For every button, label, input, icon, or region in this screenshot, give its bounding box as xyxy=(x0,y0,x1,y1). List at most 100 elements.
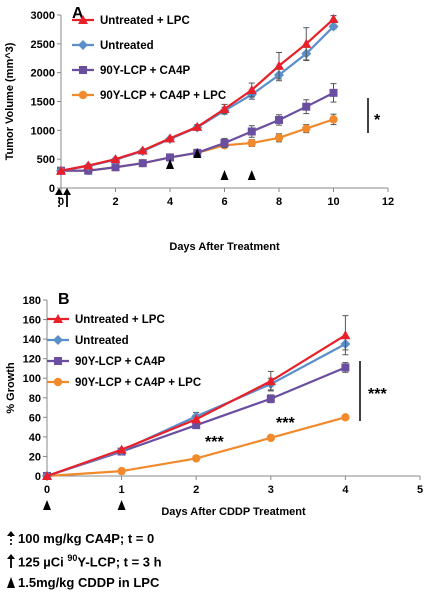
legend-label: 90Y-LCP + CA4P xyxy=(100,65,191,77)
legend-entry: Untreated xyxy=(72,40,154,52)
legend-marker xyxy=(53,335,63,345)
y-tick-label: 160 xyxy=(23,315,41,327)
arrow-up-icon xyxy=(4,554,18,569)
series-1 xyxy=(42,315,351,480)
panel-letter: A xyxy=(72,5,84,22)
data-point xyxy=(341,363,350,372)
y-tick-label: 3000 xyxy=(31,10,55,22)
x-tick-label: 12 xyxy=(382,196,394,208)
legend-label: 90Y-LCP + CA4P xyxy=(75,356,166,368)
x-tick-label: 10 xyxy=(327,196,339,208)
data-point xyxy=(111,163,120,172)
data-point xyxy=(166,153,174,162)
data-point xyxy=(219,103,230,113)
data-point xyxy=(110,154,121,164)
data-point xyxy=(116,444,127,454)
legend-entry: Untreated xyxy=(47,335,129,347)
triangle-up-icon xyxy=(117,500,126,510)
x-tick-label: 4 xyxy=(167,196,174,208)
data-point xyxy=(165,133,175,143)
data-point xyxy=(247,127,256,136)
legend-label: 90Y-LCP + CA4P + LPC xyxy=(75,377,201,389)
data-point xyxy=(274,60,284,70)
legend-label: Untreated + LPC xyxy=(75,314,165,326)
legend-entry: Untreated + LPC xyxy=(47,314,165,326)
footnote-ylcp-text-after: Y-LCP; t = 3 h xyxy=(77,554,162,570)
dotted-arrow-head xyxy=(55,188,63,195)
data-point xyxy=(247,138,256,148)
data-point xyxy=(340,330,351,340)
panel-b: 0 20 40 60 80 100 120 140 160 180 0 1 2 3 4 5 Days After… xyxy=(5,291,423,518)
footnote-ca4p-text: 100 mg/kg CA4P; t = 0 xyxy=(18,531,155,546)
footnote-ylcp: 125 µCi 90Y-LCP; t = 3 h xyxy=(4,553,162,569)
legend-label: Untreated xyxy=(100,40,154,52)
footnote-cddp-text: 1.5mg/kg CDDP in LPC xyxy=(18,575,160,590)
legend-entry: 90Y-LCP + CA4P xyxy=(47,356,166,368)
x-tick-label: 3 xyxy=(268,484,274,496)
legend-marker xyxy=(53,314,63,323)
data-point xyxy=(341,413,350,422)
x-tick-label: 6 xyxy=(221,196,227,208)
panel-letter: B xyxy=(58,291,70,308)
y-tick-label: 80 xyxy=(29,393,41,405)
footnote-ylcp-text-before: 125 µCi xyxy=(18,554,68,570)
data-point xyxy=(192,421,201,430)
significance-label: *** xyxy=(205,434,224,451)
data-point xyxy=(220,139,229,148)
data-point xyxy=(191,414,202,424)
data-point xyxy=(301,38,312,48)
x-axis-label: Days After CDDP Treatment xyxy=(161,506,306,518)
y-tick-label: 2500 xyxy=(31,39,55,51)
data-point xyxy=(274,133,284,143)
data-point xyxy=(266,433,275,443)
triangle-up-icon xyxy=(166,159,174,169)
x-tick-label: 1 xyxy=(119,484,125,496)
data-point xyxy=(329,115,338,124)
x-tick-label: 0 xyxy=(44,484,50,496)
legend-entry: 90Y-LCP + CA4P + LPC xyxy=(47,377,201,389)
y-axis-label: % Growth xyxy=(5,362,17,414)
x-tick-label: 2 xyxy=(193,484,199,496)
y-axis-label: Tumor Volume (mm^3) xyxy=(4,42,16,160)
legend-marker xyxy=(54,357,62,365)
data-point xyxy=(83,160,94,170)
data-point xyxy=(266,394,275,403)
triangle-up-icon xyxy=(43,500,51,510)
footnote-ca4p: 100 mg/kg CA4P; t = 0 xyxy=(4,531,154,546)
triangle-up-icon xyxy=(4,575,18,590)
legend-marker xyxy=(53,377,63,387)
series-1 xyxy=(56,14,339,175)
y-tick-label: 40 xyxy=(29,432,41,444)
footnote-cddp: 1.5mg/kg CDDP in LPC xyxy=(4,575,159,590)
y-tick-label: 180 xyxy=(23,295,41,307)
y-tick-label: 140 xyxy=(23,334,41,346)
data-point xyxy=(328,21,339,32)
data-point xyxy=(138,159,147,168)
legend-entry: 90Y-LCP + CA4P xyxy=(72,65,191,77)
y-tick-label: 1000 xyxy=(31,125,55,137)
y-tick-label: 100 xyxy=(23,373,41,385)
legend-marker xyxy=(79,66,87,74)
triangle-up-icon xyxy=(220,170,229,180)
x-tick-label: 8 xyxy=(276,196,282,208)
legend-marker xyxy=(78,90,88,100)
legend-marker xyxy=(78,40,88,50)
footnote-ylcp-superscript: 90 xyxy=(67,553,78,563)
data-point xyxy=(56,165,66,175)
data-point xyxy=(329,88,338,97)
arrow-head xyxy=(63,188,71,195)
data-point xyxy=(265,376,276,386)
data-point xyxy=(275,115,283,124)
triangle-up-icon xyxy=(193,148,202,158)
data-point xyxy=(137,145,148,155)
y-tick-label: 0 xyxy=(35,471,41,483)
data-point xyxy=(302,102,311,111)
data-point xyxy=(42,471,52,480)
legend-label: Untreated xyxy=(75,335,129,347)
significance-label: *** xyxy=(368,386,387,403)
legend-entry: 90Y-LCP + CA4P + LPC xyxy=(72,90,226,102)
triangle-up-icon xyxy=(247,170,256,180)
significance-label: * xyxy=(374,112,381,129)
x-tick-label: 0 xyxy=(58,196,64,208)
